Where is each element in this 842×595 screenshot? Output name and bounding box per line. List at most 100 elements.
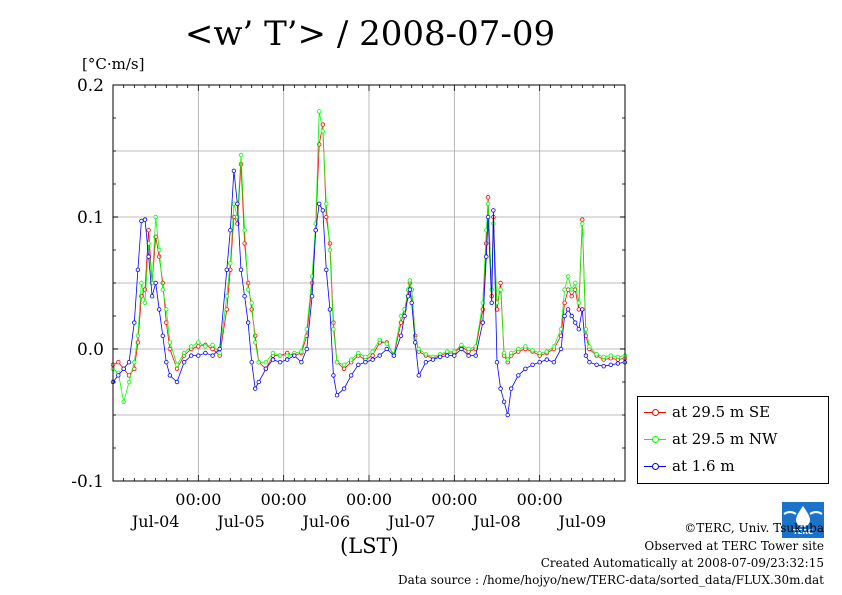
- data-point: [334, 360, 340, 365]
- x-tick-label-time: 00:00: [261, 490, 307, 509]
- data-point: [210, 346, 215, 352]
- x-tick-label-date: Jul-09: [557, 512, 607, 531]
- data-point: [341, 386, 347, 391]
- data-point: [466, 346, 471, 352]
- data-point: [485, 214, 491, 220]
- data-point: [594, 362, 599, 367]
- data-point: [398, 313, 404, 319]
- data-point: [196, 353, 201, 358]
- data-point: [452, 349, 457, 354]
- data-point: [485, 201, 491, 206]
- data-point: [331, 373, 336, 378]
- data-point: [498, 280, 503, 286]
- data-point: [565, 287, 571, 292]
- data-point: [398, 333, 404, 338]
- data-point: [498, 287, 503, 292]
- data-point: [445, 349, 450, 354]
- data-point: [505, 412, 510, 418]
- data-point: [135, 333, 141, 338]
- data-point: [409, 300, 414, 305]
- data-point: [349, 373, 354, 378]
- data-point: [587, 360, 592, 365]
- legend-label: at 29.5 m SE: [672, 403, 771, 421]
- x-tick-label-date: Jul-07: [386, 512, 436, 531]
- legend-symbol-red: [644, 407, 666, 417]
- data-point: [402, 313, 407, 319]
- data-point: [501, 350, 507, 356]
- data-point: [156, 247, 162, 253]
- data-point: [164, 307, 169, 312]
- x-tick-label-time: 00:00: [517, 490, 563, 509]
- data-point: [430, 357, 436, 362]
- data-point: [217, 346, 222, 352]
- data-point: [249, 307, 254, 312]
- data-point: [466, 353, 471, 358]
- y-tick-label: 0.1: [77, 208, 104, 228]
- data-point: [146, 254, 151, 259]
- legend-label: at 1.6 m: [672, 457, 735, 475]
- data-point: [167, 340, 173, 345]
- data-point: [121, 399, 126, 404]
- data-point: [304, 346, 309, 352]
- data-point: [324, 267, 329, 272]
- chart-axes: -0.1 0.0 0.1 0.2 00:00 00:00 00:00 00:00 00:00 Ju…: [71, 76, 626, 531]
- data-point: [331, 327, 336, 332]
- data-point: [252, 340, 258, 345]
- data-point: [309, 294, 315, 299]
- data-point: [484, 254, 489, 259]
- data-point: [356, 350, 361, 356]
- data-point: [299, 349, 304, 354]
- data-point: [349, 357, 354, 362]
- x-tick-label-time: 00:00: [346, 490, 392, 509]
- data-point: [501, 399, 507, 404]
- data-point: [132, 320, 137, 325]
- data-point: [181, 350, 187, 356]
- data-point: [153, 214, 158, 220]
- data-point: [210, 353, 215, 358]
- data-point: [126, 379, 132, 385]
- data-point: [317, 201, 322, 206]
- data-point: [196, 340, 201, 345]
- data-point: [494, 360, 500, 365]
- data-point: [377, 353, 382, 358]
- data-point: [263, 366, 269, 371]
- data-point: [164, 360, 169, 365]
- data-point: [562, 313, 567, 319]
- data-point: [277, 360, 283, 365]
- footer-source: Data source : /home/hojyo/new/TERC-data/…: [398, 573, 824, 587]
- data-point: [523, 366, 528, 371]
- series-line-0: [112, 124, 625, 377]
- data-point: [156, 307, 162, 312]
- data-point: [459, 342, 464, 348]
- data-point: [565, 274, 571, 279]
- data-point: [391, 353, 397, 358]
- data-point: [530, 362, 535, 367]
- data-point: [608, 353, 613, 358]
- data-point: [277, 353, 283, 358]
- data-point: [416, 346, 421, 352]
- data-point: [327, 247, 333, 253]
- data-point: [537, 360, 542, 365]
- data-point: [583, 327, 589, 332]
- data-point: [523, 344, 528, 349]
- data-point: [562, 287, 567, 292]
- data-point: [569, 287, 574, 292]
- data-point: [217, 350, 222, 356]
- data-point: [149, 294, 155, 299]
- data-point: [498, 386, 503, 391]
- data-point: [551, 344, 557, 349]
- data-point: [576, 327, 581, 332]
- data-point: [573, 320, 578, 325]
- data-point: [320, 128, 325, 134]
- data-point: [256, 360, 261, 365]
- data-point: [285, 357, 290, 362]
- data-point: [228, 261, 233, 266]
- data-point: [491, 208, 496, 213]
- data-point: [160, 280, 165, 286]
- y-tick-label: 0.2: [77, 76, 104, 96]
- data-point: [309, 280, 315, 286]
- data-point: [537, 350, 542, 356]
- data-point: [188, 353, 194, 358]
- data-point: [576, 307, 581, 312]
